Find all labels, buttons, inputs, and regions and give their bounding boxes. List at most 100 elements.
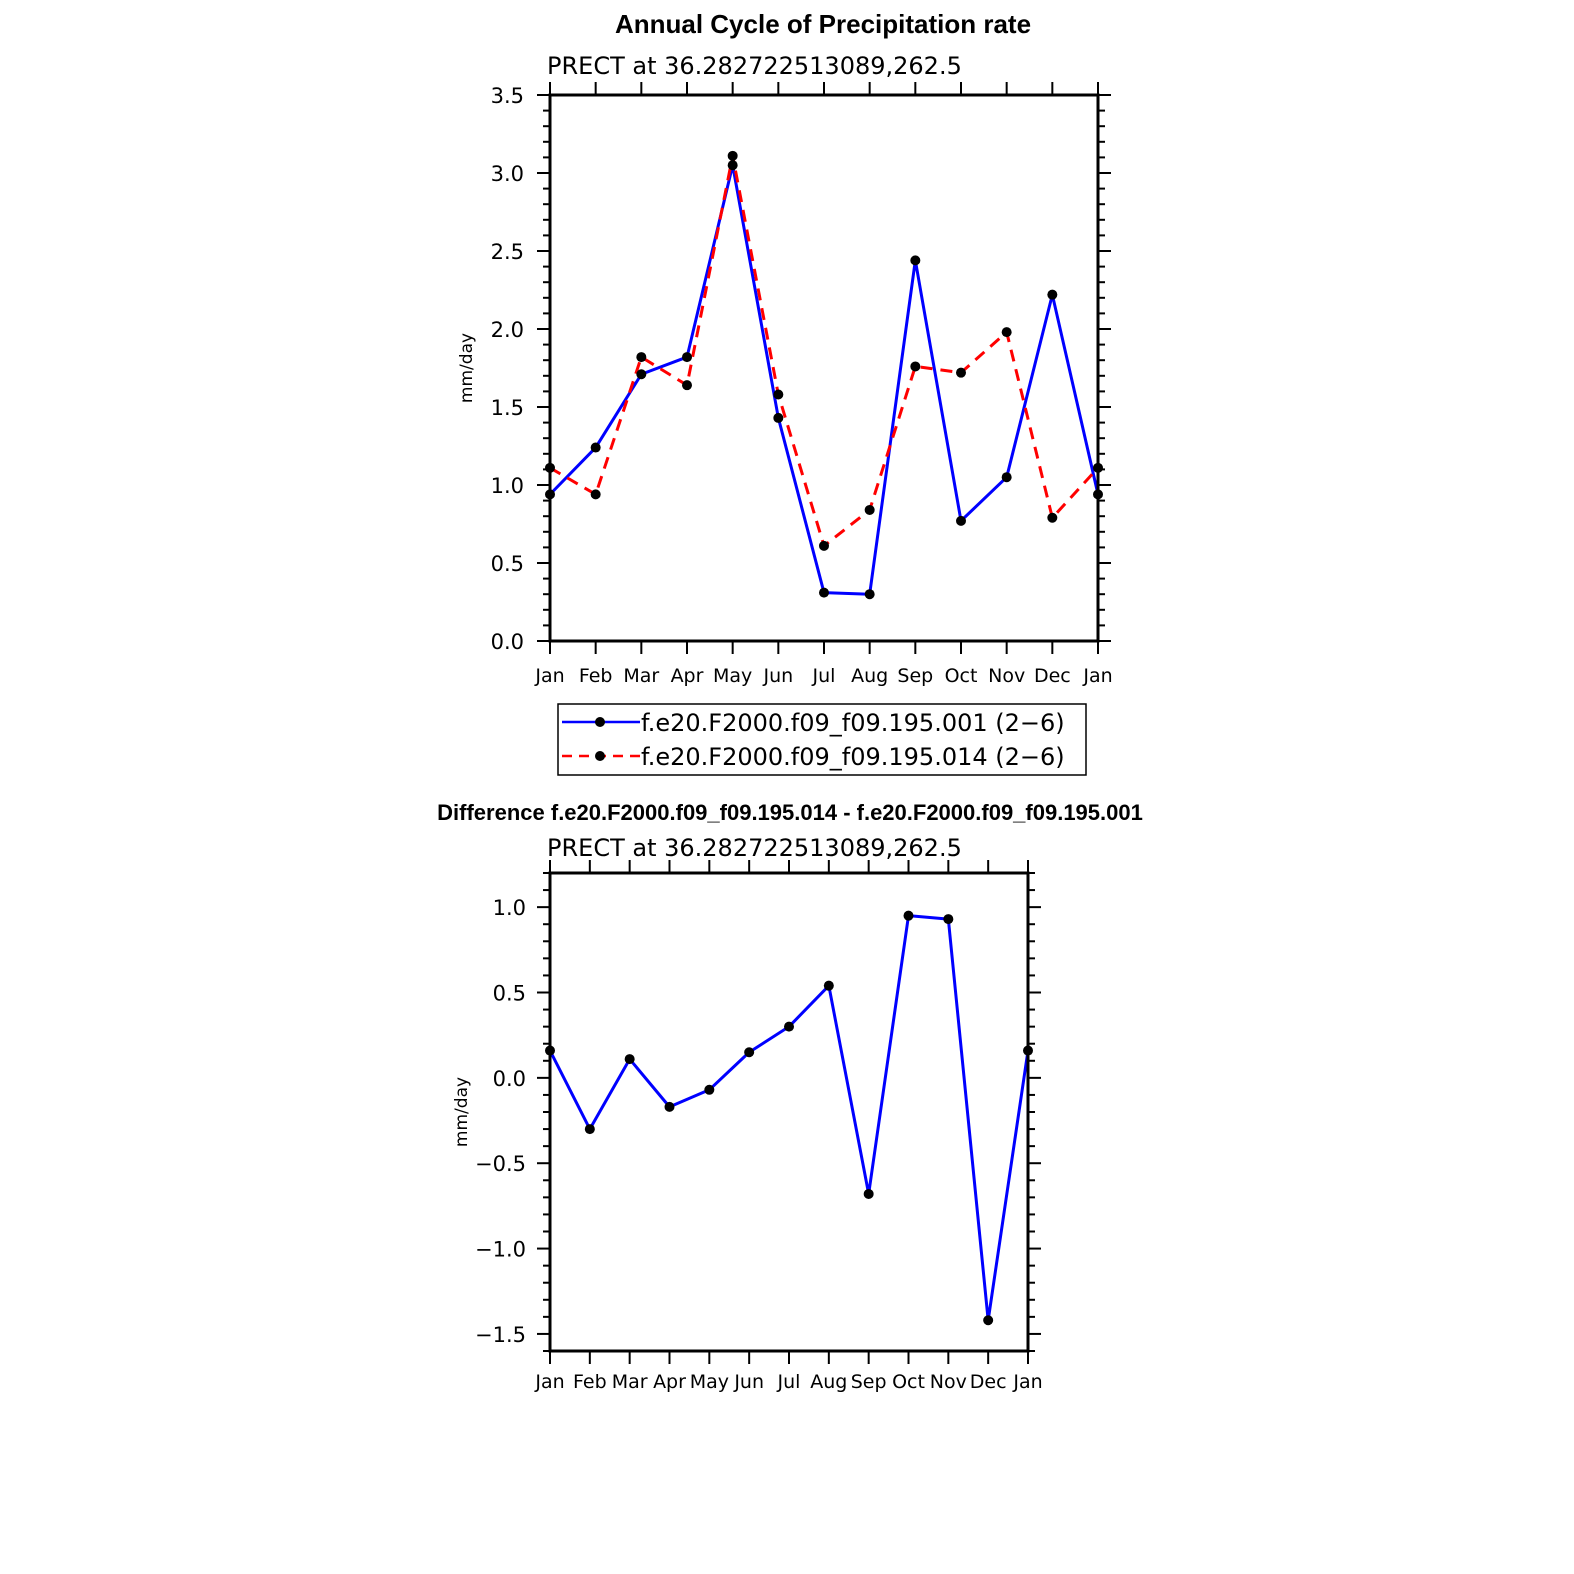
x-tick-label: Nov [930,1371,967,1393]
data-point-s2 [682,380,692,391]
chart1-y-tick-labels: 0.0 0.5 1.0 1.5 2.0 2.5 3.0 3.5 [491,84,524,654]
data-point-s1 [819,587,829,598]
y-tick-label: 0.0 [491,630,524,654]
data-point-s2 [1047,512,1058,523]
data-point-s2 [1001,327,1012,338]
y-tick-label: 3.0 [491,162,524,186]
data-point-s1 [903,910,914,921]
data-point-s2 [636,352,647,363]
y-tick-label: 3.5 [491,84,524,108]
chart1-series [550,154,1098,596]
x-tick-label: Aug [851,665,888,687]
x-tick-label: Nov [988,665,1025,687]
y-tick-label: 0.5 [493,982,526,1006]
y-tick-label: 2.0 [491,318,524,342]
data-point-s1 [983,1315,994,1326]
chart1-plot-frame [548,93,1100,643]
x-tick-label: Jan [1082,665,1112,687]
series-line-2 [550,154,1098,548]
y-tick-label: 1.0 [491,474,524,498]
data-point-s1 [624,1054,635,1065]
data-point-s1 [784,1021,794,1032]
y-tick-label: 1.0 [493,896,526,920]
data-point-s2 [819,540,829,551]
x-tick-label: Dec [970,1371,1007,1393]
chart2-x-tick-labels: Jan Feb Mar Apr May Jun Jul Aug Sep Oct Nov Dec Jan [534,1371,1042,1393]
x-tick-label: Feb [579,665,613,687]
x-tick-label: May [713,665,752,687]
chart2-subtitle: PRECT at 36.282722513089,262.5 [547,834,962,862]
chart-annual-cycle: Annual Cycle of Precipitation rate PRECT… [457,9,1113,776]
y-tick-label: 2.5 [491,240,524,264]
chart1-subtitle: PRECT at 36.282722513089,262.5 [547,52,962,80]
chart2-ticks [537,860,1041,1364]
data-point-s1 [773,412,784,423]
data-point-s2 [773,389,784,400]
legend-label-2: f.e20.F2000.f09_f09.195.014 (2−6) [641,743,1065,771]
legend-entry-2: f.e20.F2000.f09_f09.195.014 (2−6) [562,743,1065,771]
data-point-s1 [910,255,921,266]
legend-box [557,703,1087,776]
chart1-legend: f.e20.F2000.f09_f09.195.001 (2−6) f.e20.… [557,703,1087,776]
y-tick-label: 1.5 [491,396,524,420]
chart1-points [545,150,1103,600]
x-tick-label: May [690,1371,729,1393]
chart2-plot-frame [548,871,1030,1353]
x-tick-label: Jul [777,1371,801,1393]
y-tick-label: 0.5 [491,552,524,576]
chart1-x-tick-labels: Jan Feb Mar Apr May Jun Jul Aug Sep Oct Nov Dec Jan [534,665,1112,687]
x-tick-label: Apr [671,665,704,687]
chart2-y-tick-labels: −1.5 −1.0 −0.5 0.0 0.5 1.0 [475,896,526,1347]
chart2-y-axis-label: mm/day [452,1077,472,1147]
data-point-s1 [590,442,601,453]
x-tick-label: Sep [897,665,933,687]
x-tick-label: Jun [762,665,793,687]
chart1-ticks [537,82,1111,654]
legend-entry-1: f.e20.F2000.f09_f09.195.001 (2−6) [562,709,1065,737]
chart2-points [545,910,1033,1326]
data-point-s1 [864,589,875,600]
chart2-title: Difference f.e20.F2000.f09_f09.195.014 -… [437,800,1143,825]
chart2-series [550,914,1028,1322]
x-tick-label: Oct [892,1371,925,1393]
data-point-s2 [910,361,921,372]
y-tick-label: −1.5 [475,1323,526,1347]
y-tick-label: 0.0 [493,1067,526,1091]
data-point-s1 [744,1047,755,1058]
x-tick-label: Jan [534,1371,564,1393]
x-tick-label: Aug [810,1371,847,1393]
x-tick-label: Jan [534,665,564,687]
x-tick-label: Oct [945,665,978,687]
data-point-s1 [863,1188,874,1199]
y-tick-label: −1.0 [475,1238,526,1262]
data-point-s2 [956,367,966,378]
x-tick-label: Mar [612,1371,648,1393]
x-tick-label: Apr [653,1371,686,1393]
data-point-s1 [823,980,834,991]
data-point-s1 [636,369,647,380]
data-point-s1 [584,1124,595,1135]
x-tick-label: Dec [1034,665,1071,687]
data-point-s1 [664,1101,675,1112]
data-point-s1 [727,160,738,171]
data-point-s2 [590,489,601,500]
data-point-s1 [956,515,966,526]
series-line-1 [550,163,1098,596]
series-line-1 [550,914,1028,1322]
x-tick-label: Jan [1012,1371,1042,1393]
chart1-y-axis-label: mm/day [457,333,477,403]
data-point-s2 [727,150,738,161]
data-point-s1 [1001,472,1012,483]
x-tick-label: Feb [573,1371,607,1393]
chart-difference: Difference f.e20.F2000.f09_f09.195.014 -… [437,800,1143,1393]
x-tick-label: Mar [623,665,659,687]
x-tick-label: Jun [733,1371,764,1393]
data-point-s1 [682,352,692,363]
data-point-s1 [1047,289,1058,300]
legend-marker-2 [595,751,605,761]
data-point-s1 [943,914,954,925]
legend-label-1: f.e20.F2000.f09_f09.195.001 (2−6) [641,709,1065,737]
data-point-s2 [864,504,875,515]
data-point-s1 [704,1084,715,1095]
